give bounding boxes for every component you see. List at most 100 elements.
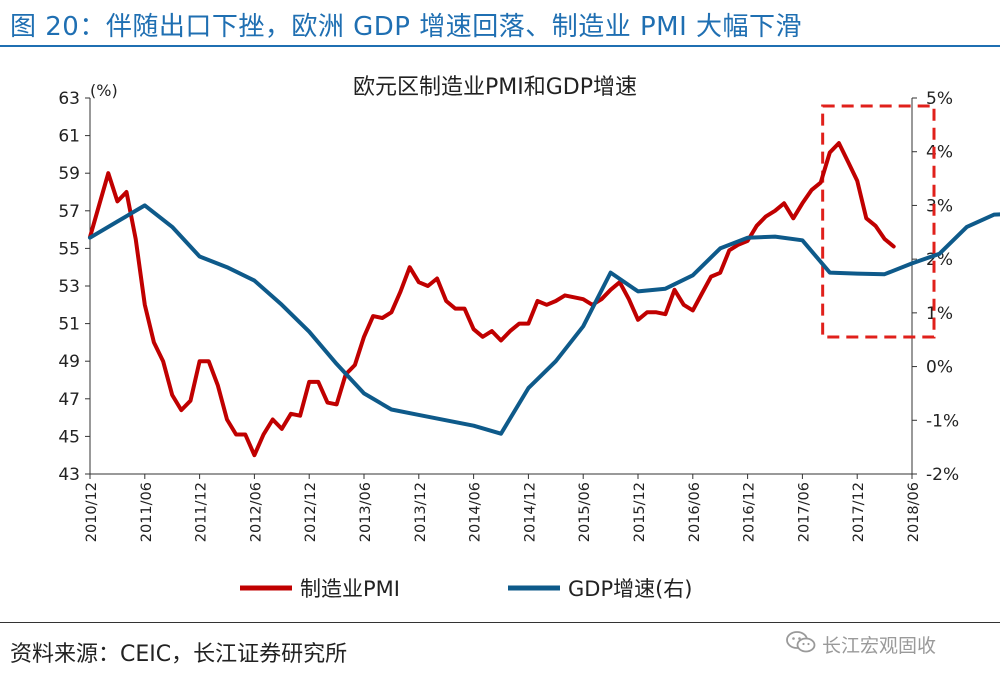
- data-point: [244, 433, 247, 436]
- chart-title: 欧元区制造业PMI和GDP增速: [353, 75, 637, 100]
- left-axis-unit: (%): [90, 81, 118, 100]
- data-point: [198, 360, 201, 363]
- data-point: [381, 316, 384, 320]
- left-tick-label: 59: [58, 164, 80, 184]
- data-point: [445, 419, 448, 422]
- data-point: [764, 215, 768, 218]
- data-point: [326, 401, 329, 404]
- data-point: [582, 298, 585, 301]
- data-point: [609, 288, 612, 291]
- data-point: [234, 433, 238, 436]
- data-point: [289, 412, 293, 415]
- left-tick-label: 45: [58, 427, 80, 447]
- data-point: [134, 237, 137, 241]
- data-point: [737, 243, 740, 246]
- data-point: [143, 204, 146, 207]
- source-note: 资料来源：CEIC，长江证券研究所: [10, 642, 348, 667]
- axes: 63615957555351494745435%4%3%2%1%0%-1%-2%…: [58, 89, 959, 542]
- data-point: [801, 239, 804, 242]
- watermark: 长江宏观固收: [786, 628, 936, 660]
- right-tick-label: -2%: [926, 465, 959, 485]
- x-tick-label: 2011/12: [194, 482, 210, 542]
- data-point: [691, 309, 694, 312]
- data-point: [645, 311, 649, 314]
- data-point: [609, 271, 612, 274]
- x-tick-label: 2014/12: [522, 482, 538, 542]
- left-tick-label: 63: [58, 89, 80, 109]
- data-point: [554, 360, 557, 363]
- data-point: [582, 325, 585, 328]
- data-point: [664, 313, 667, 316]
- data-point: [563, 294, 567, 297]
- legend: 制造业PMI GDP增速(右): [240, 577, 693, 601]
- data-point: [298, 414, 302, 417]
- x-tick-label: 2018/06: [906, 482, 922, 542]
- left-tick-label: 49: [58, 352, 80, 372]
- data-point: [664, 287, 667, 290]
- data-point: [883, 237, 886, 241]
- data-point: [883, 273, 886, 276]
- series-layer: [88, 141, 1000, 458]
- x-tick-label: 2015/06: [577, 482, 593, 542]
- data-point: [719, 247, 722, 250]
- data-point: [161, 360, 165, 363]
- data-point: [636, 318, 640, 321]
- data-point: [481, 335, 484, 338]
- data-point: [828, 271, 831, 274]
- pmi-series-line: [88, 141, 896, 458]
- data-point: [828, 151, 831, 154]
- data-point: [792, 217, 795, 220]
- x-tick-label: 2015/12: [632, 482, 648, 542]
- data-point: [499, 432, 503, 435]
- data-point: [454, 307, 457, 310]
- right-tick-label: 0%: [926, 358, 953, 378]
- data-point: [125, 190, 128, 194]
- data-point: [97, 204, 101, 207]
- data-point: [280, 303, 283, 306]
- data-point: [308, 380, 311, 384]
- data-point: [746, 239, 749, 243]
- data-point: [225, 266, 229, 269]
- right-tick-label: 5%: [926, 89, 953, 109]
- data-point: [856, 179, 859, 182]
- data-point: [682, 303, 685, 306]
- data-point: [837, 141, 841, 145]
- data-point: [253, 454, 256, 457]
- data-point: [116, 220, 119, 223]
- data-point: [463, 307, 466, 310]
- data-point: [636, 290, 640, 293]
- data-point: [874, 224, 877, 227]
- x-tick-label: 2016/06: [687, 482, 703, 542]
- gdp-points: [88, 204, 996, 435]
- data-point: [910, 262, 914, 265]
- data-point: [709, 275, 713, 278]
- right-tick-label: -1%: [926, 411, 959, 431]
- footer-divider: [0, 622, 1000, 623]
- data-point: [445, 299, 448, 303]
- figure-title: 图 20：伴随出口下挫，欧洲 GDP 增速回落、制造业 PMI 大幅下滑: [10, 12, 803, 42]
- data-point: [180, 408, 183, 412]
- data-point: [700, 292, 704, 295]
- data-point: [426, 284, 430, 288]
- data-point: [390, 408, 393, 411]
- data-point: [308, 330, 311, 333]
- data-point: [107, 172, 110, 175]
- data-point: [755, 224, 758, 227]
- data-point: [198, 255, 201, 258]
- x-tick-label: 2016/12: [742, 482, 758, 542]
- data-point: [782, 202, 786, 205]
- data-point: [691, 274, 694, 277]
- data-point: [152, 341, 156, 344]
- left-tick-label: 53: [58, 277, 80, 297]
- data-point: [390, 311, 393, 314]
- left-tick-label: 61: [58, 127, 80, 147]
- data-point: [417, 413, 420, 417]
- x-tick-label: 2011/06: [139, 482, 155, 542]
- x-tick-label: 2017/12: [851, 482, 867, 542]
- data-point: [335, 362, 338, 366]
- wechat-icon: [786, 630, 816, 659]
- data-point: [938, 252, 941, 255]
- data-point: [819, 181, 822, 184]
- data-point: [572, 296, 576, 299]
- x-tick-label: 2013/12: [413, 482, 429, 542]
